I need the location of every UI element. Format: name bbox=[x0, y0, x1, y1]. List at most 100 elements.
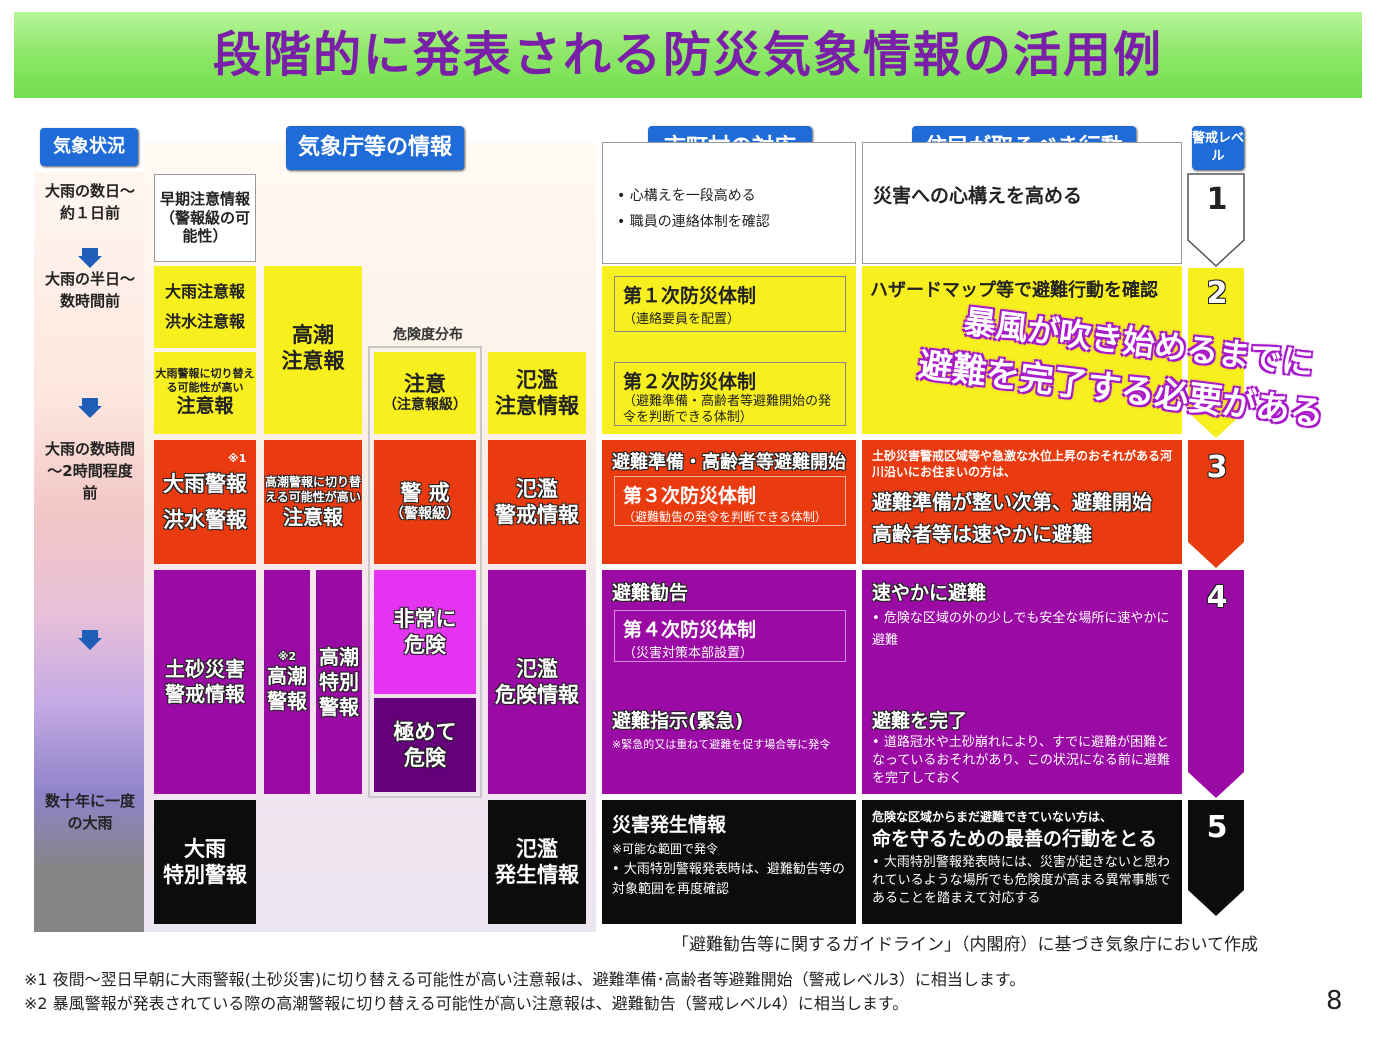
early-warning-info: 早期注意情報（警報級の可能性） bbox=[154, 174, 256, 262]
header-weather: 気象状況 bbox=[40, 128, 138, 166]
header-jma: 気象庁等の情報 bbox=[286, 126, 464, 170]
level-arrow-3 bbox=[1188, 440, 1244, 568]
city-l5-s1: ※可能な範囲で発令 bbox=[612, 842, 719, 856]
header-level-label: 警戒レベル bbox=[1192, 131, 1245, 164]
timeline-t4-label: 数十年に一度の大雨 bbox=[44, 792, 135, 832]
timeline-t3: 大雨の数時間～2時間程度前 bbox=[40, 438, 140, 504]
city-level5: 災害発生情報 ※可能な範囲で発令 • 大雨特別警報発表時は、避難勧告等の対象範囲… bbox=[602, 800, 856, 924]
risk-distribution-frame bbox=[368, 346, 482, 798]
storm-special-b: 特別 bbox=[319, 669, 359, 694]
city-l1-bullet1-text: 心構えを一段高める bbox=[629, 188, 756, 204]
timeline-t2: 大雨の半日～数時間前 bbox=[40, 268, 140, 312]
river-occur-b: 発生情報 bbox=[495, 863, 579, 887]
resident-l5-small: 危険な区域からまだ避難できていない方は、 bbox=[872, 810, 1113, 824]
storm-warning-b: 警報 bbox=[267, 688, 307, 713]
resident-l1: 災害への心構えを高める bbox=[873, 185, 1083, 207]
city-l1-bullet2: • 職員の連絡体制を確認 bbox=[617, 214, 770, 230]
resident-l5-h: 命を守るための最善の行動をとる bbox=[872, 828, 1158, 850]
resident-l3-a: 避難準備が整い次第、避難開始 bbox=[872, 490, 1152, 514]
storm-surge-special-warning: 高潮 特別 警報 bbox=[316, 570, 362, 794]
city-l5-s2: • 大雨特別警報発表時は、避難勧告等の対象範囲を再度確認 bbox=[612, 862, 845, 897]
timeline-t1: 大雨の数日～約１日前 bbox=[40, 180, 140, 224]
risk-alert-label: 警 戒 bbox=[400, 481, 450, 506]
city-l4-s: （災害対策本部設置） bbox=[623, 646, 754, 661]
resident-level3: 土砂災害警戒区域等や急激な水位上昇のおそれがある河川沿いにお住まいの方は、 避難… bbox=[862, 440, 1182, 564]
level-arrow-2 bbox=[1188, 268, 1244, 438]
city-l1-bullet2-text: 職員の連絡体制を確認 bbox=[629, 214, 770, 230]
risk-alert-sub: （警報級） bbox=[390, 506, 460, 523]
river-flood-occurrence: 氾濫 発生情報 bbox=[488, 800, 586, 924]
risk-extreme-b: 危険 bbox=[404, 746, 446, 770]
city-l4-h: 第４次防災体制 bbox=[623, 619, 757, 641]
river-danger-b: 危険情報 bbox=[495, 683, 579, 707]
storm-advisory-a: 高潮 bbox=[292, 323, 334, 347]
city-l4-top: 避難勧告 bbox=[612, 582, 689, 604]
note2-mark: ※2 bbox=[277, 650, 297, 664]
city-l1-bullet1: • 心構えを一段高める bbox=[617, 188, 756, 204]
city-l3-h: 第３次防災体制 bbox=[623, 485, 757, 507]
resident-l4-s: • 危険な区域の外の少しでも安全な場所に速やかに避難 bbox=[872, 611, 1170, 648]
heavy-rain-advisory: 大雨注意報 bbox=[164, 282, 245, 301]
flood-warning: 洪水警報 bbox=[163, 508, 247, 532]
resident-l4-s2-text: 道路冠水や土砂崩れにより、すでに避難が困難となっているおそれがあり、この状況にな… bbox=[872, 735, 1170, 786]
city-level3: 避難準備・高齢者等避難開始 第３次防災体制 （避難勧告の発令を判断できる体制） bbox=[602, 440, 856, 564]
resident-l3-small: 土砂災害警戒区域等や急激な水位上昇のおそれがある河川沿いにお住まいの方は、 bbox=[872, 449, 1173, 479]
city-l2-box2: 第２次防災体制 （避難準備・高齢者等避難開始の発令を判断できる体制） bbox=[614, 362, 846, 426]
storm-surge-advisory: 高潮 注意報 bbox=[264, 266, 362, 434]
storm-switch-label: 注意報 bbox=[283, 504, 343, 529]
resident-level2: ハザードマップ等で避難行動を確認 bbox=[862, 266, 1182, 434]
city-level1: • 心構えを一段高める • 職員の連絡体制を確認 bbox=[602, 142, 856, 264]
footnote-1: ※1 夜間～翌日早朝に大雨警報(土砂災害)に切り替える可能性が高い注意報は、避難… bbox=[24, 970, 1026, 989]
resident-l3-b: 高齢者等は速やかに避難 bbox=[872, 522, 1092, 546]
storm-advisory-b: 注意報 bbox=[281, 349, 345, 374]
resident-l4-h: 速やかに避難 bbox=[872, 582, 987, 604]
timeline-t1-label: 大雨の数日～約１日前 bbox=[44, 182, 135, 222]
storm-surge-switch-advisory: 高潮警報に切り替える可能性が高い 注意報 bbox=[264, 440, 362, 564]
flood-advisory: 洪水注意報 bbox=[164, 312, 245, 331]
river-flood-advisory: 氾濫 注意情報 bbox=[488, 352, 586, 434]
storm-special-a: 高潮 bbox=[319, 644, 359, 669]
resident-l2: ハザードマップ等で避難行動を確認 bbox=[870, 280, 1158, 301]
city-l5-top: 災害発生情報 bbox=[612, 814, 727, 836]
timeline-arrow-1 bbox=[78, 248, 102, 268]
level-4: 4 bbox=[1206, 580, 1228, 615]
risk-extreme: 極めて 危険 bbox=[374, 698, 476, 792]
city-l4-top2: 避難指示(緊急) bbox=[612, 710, 744, 732]
warning-level-arrows bbox=[1187, 173, 1245, 916]
resident-l5-s: • 大雨特別警報発表時には、災害が起きないと思われているような場所でも危険度が高… bbox=[872, 855, 1171, 906]
landslide-b: 警戒情報 bbox=[165, 682, 245, 706]
title-banner: 段階的に発表される防災気象情報の活用例 bbox=[14, 12, 1362, 98]
level-arrow-4 bbox=[1188, 570, 1244, 798]
resident-l4-s2: • 道路冠水や土砂崩れにより、すでに避難が困難となっているおそれがあり、この状況… bbox=[872, 735, 1170, 786]
early-warning-label: 早期注意情報（警報級の可能性） bbox=[159, 189, 250, 246]
timeline-arrow-2 bbox=[78, 398, 102, 418]
timeline-panel bbox=[34, 172, 144, 932]
heavy-rain-warning: 大雨警報 bbox=[163, 471, 247, 496]
river-flood-danger: 氾濫 危険情報 bbox=[488, 570, 586, 794]
heavy-rain-flood-warning: 大雨警報 洪水警報 bbox=[154, 440, 256, 564]
source-note: 「避難勧告等に関するガイドライン」（内閣府）に基づき気象庁において作成 bbox=[672, 935, 1258, 955]
city-l2-s1: （連絡要員を配置） bbox=[623, 312, 741, 327]
city-l2-box1: 第１次防災体制 （連絡要員を配置） bbox=[614, 276, 846, 332]
timeline-t4: 数十年に一度の大雨 bbox=[40, 790, 140, 834]
storm-surge-warning: ※2 高潮 警報 bbox=[264, 570, 310, 794]
storm-switch-text: 高潮警報に切り替える可能性が高い bbox=[264, 474, 361, 504]
level-3: 3 bbox=[1206, 450, 1228, 485]
city-l2-s2: （避難準備・高齢者等避難開始の発令を判断できる体制） bbox=[623, 394, 832, 425]
landslide-a: 土砂災害 bbox=[165, 657, 245, 681]
storm-warning-a: 高潮 bbox=[267, 663, 307, 688]
special-warning-b: 特別警報 bbox=[163, 863, 247, 887]
risk-alert: 警 戒 （警報級） bbox=[374, 440, 476, 564]
river-adv-a: 氾濫 bbox=[516, 367, 558, 392]
timeline-t2-label: 大雨の半日～数時間前 bbox=[44, 270, 135, 310]
river-flood-warning: 氾濫 警戒情報 bbox=[488, 440, 586, 564]
risk-very-high-a: 非常に bbox=[393, 606, 457, 631]
resident-level1: 災害への心構えを高める bbox=[862, 142, 1182, 264]
risk-very-high: 非常に 危険 bbox=[374, 570, 476, 694]
heavy-rain-flood-advisory: 大雨注意報 洪水注意報 bbox=[154, 266, 256, 348]
risk-very-high-b: 危険 bbox=[404, 633, 446, 657]
header-level: 警戒レベル bbox=[1192, 126, 1244, 170]
river-occur-a: 氾濫 bbox=[516, 836, 558, 861]
city-l4-box: 第４次防災体制 （災害対策本部設置） bbox=[614, 610, 846, 662]
landslide-warning-info: 土砂災害 警戒情報 bbox=[154, 570, 256, 794]
